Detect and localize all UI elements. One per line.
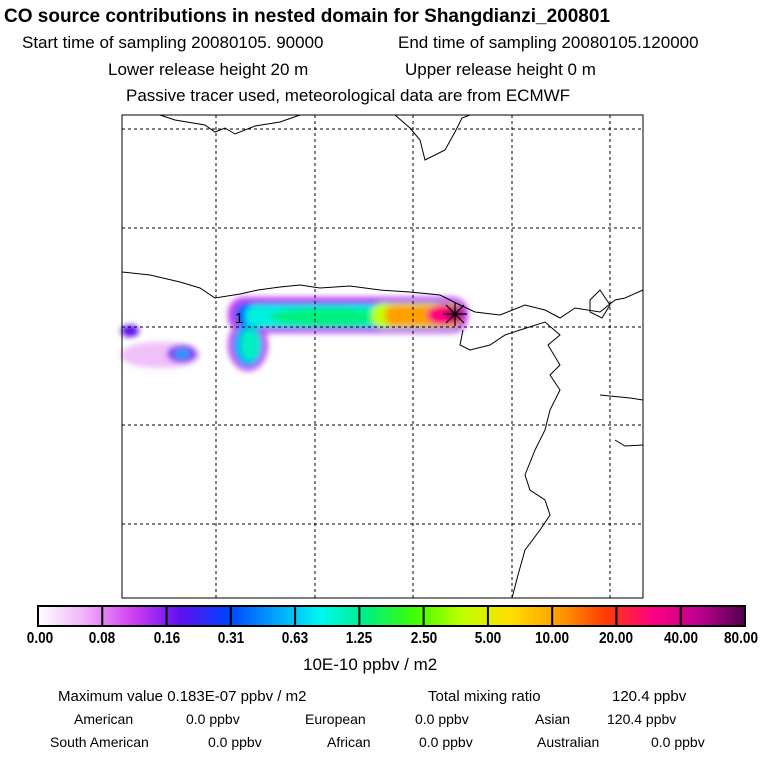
- coastlines: [121, 114, 644, 599]
- end-time: End time of sampling 20080105.120000: [398, 33, 699, 52]
- colorbar-tick-label: 0.16: [153, 630, 180, 647]
- chart-title: CO source contributions in nested domain…: [4, 6, 611, 27]
- region-name: Asian: [535, 711, 571, 727]
- colorbar-tick-label: 1.25: [346, 630, 373, 647]
- colorbar-tick-label: 80.00: [723, 630, 759, 647]
- total-mixing-label: Total mixing ratio: [428, 688, 541, 705]
- region-name: European: [305, 711, 366, 727]
- colorbar-tick-label: 10.00: [535, 630, 570, 647]
- colorbar-tick-label: 0.63: [281, 630, 309, 647]
- region-name: American: [74, 711, 134, 727]
- colorbar-units: 10E-10 ppbv / m2: [303, 655, 438, 674]
- colorbar-tick-label: 2.50: [410, 630, 437, 647]
- marker-label: 1: [235, 310, 243, 327]
- colorbar: [37, 605, 746, 627]
- gridlines: [122, 115, 643, 598]
- colorbar-tick-label: 0.08: [89, 630, 116, 647]
- total-mixing-value: 120.4 ppbv: [612, 688, 687, 705]
- colorbar-tick-label: 0.00: [26, 630, 54, 647]
- start-time: Start time of sampling 20080105. 90000: [22, 33, 324, 52]
- region-name: African: [327, 734, 371, 750]
- region-name: South American: [50, 734, 149, 750]
- region-value: 120.4 ppbv: [607, 711, 677, 727]
- region-value: 0.0 ppbv: [419, 734, 473, 750]
- colorbar-tick-label: 40.00: [663, 630, 698, 647]
- region-value: 0.0 ppbv: [415, 711, 469, 727]
- tracer-info: Passive tracer used, meteorological data…: [126, 86, 571, 105]
- region-name: Australian: [537, 734, 600, 750]
- map-frame: [121, 114, 644, 599]
- upper-release-height: Upper release height 0 m: [405, 60, 596, 79]
- plume-field: [120, 297, 468, 371]
- region-value: 0.0 ppbv: [186, 711, 240, 727]
- station-marker-icon: [443, 302, 467, 326]
- colorbar-gradient: [37, 605, 746, 627]
- region-value: 0.0 ppbv: [651, 734, 705, 750]
- colorbar-tick-label: 5.00: [474, 630, 502, 647]
- max-value: Maximum value 0.183E-07 ppbv / m2: [58, 688, 307, 705]
- region-value: 0.0 ppbv: [208, 734, 262, 750]
- lower-release-height: Lower release height 20 m: [108, 60, 309, 79]
- colorbar-tick-label: 20.00: [599, 630, 634, 647]
- colorbar-tick-label: 0.31: [217, 630, 245, 647]
